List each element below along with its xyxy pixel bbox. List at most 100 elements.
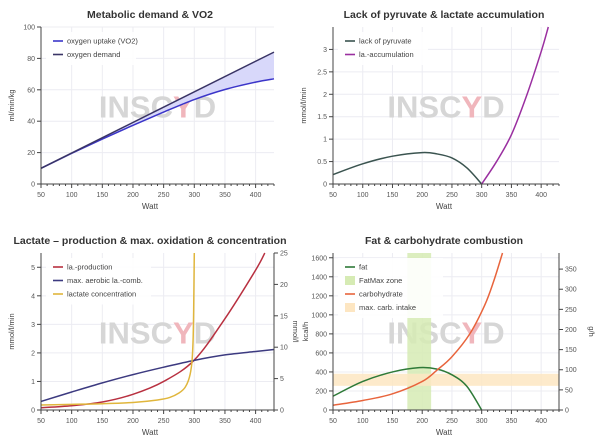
y2-tick-label: 20 <box>280 282 288 289</box>
y-tick-label: 200 <box>315 388 327 395</box>
legend-label: la.-accumulation <box>359 50 414 59</box>
y-axis-label: mmol/l/min <box>299 87 308 123</box>
chart-4: Fat & carbohydrate combustion INSCYD 50 100… <box>301 235 596 437</box>
legend: la.-production max. aerobic la.-comb. lact… <box>46 258 151 305</box>
y2-tick-label: 50 <box>565 387 573 394</box>
x-tick-label: 300 <box>476 192 488 199</box>
y-tick-label: 600 <box>315 350 327 357</box>
x-tick-label: 250 <box>446 192 458 199</box>
legend-box <box>338 258 443 318</box>
y-tick-label: 5 <box>31 265 35 272</box>
chart-title: Metabolic demand & VO2 <box>87 9 213 21</box>
x-tick-label: 400 <box>535 418 547 425</box>
watermark-logo: INSCYD <box>99 90 216 125</box>
y-tick-label: 80 <box>27 56 35 63</box>
x-tick-label: 100 <box>66 418 78 425</box>
y2-tick-label: 25 <box>280 251 288 258</box>
y2-tick-label: 100 <box>565 367 577 374</box>
legend-swatch <box>345 276 355 285</box>
x-tick-label: 300 <box>188 192 200 199</box>
y-tick-label: 4 <box>31 293 35 300</box>
y-tick-label: 3 <box>31 322 35 329</box>
x-tick-label: 150 <box>96 418 108 425</box>
y-tick-label: 0.5 <box>317 159 327 166</box>
y2-tick-label: 0 <box>565 408 569 415</box>
x-tick-label: 400 <box>250 418 262 425</box>
x-tick-label: 200 <box>127 192 139 199</box>
legend-label: carbohydrate <box>359 290 403 299</box>
y-tick-label: 20 <box>27 150 35 157</box>
y2-tick-label: 10 <box>280 345 288 352</box>
x-tick-label: 400 <box>250 192 262 199</box>
chart-title: Lack of pyruvate & lactate accumulation <box>344 9 545 21</box>
y2-axis-label: mmol/l <box>291 320 300 342</box>
x-tick-label: 350 <box>219 192 231 199</box>
legend-label: lactate concentration <box>67 290 136 299</box>
chart-3: Lactate – production & max. oxidation & … <box>7 235 300 437</box>
x-tick-label: 300 <box>188 418 200 425</box>
legend-label: lack of pyruvate <box>359 37 412 46</box>
y-tick-label: 1200 <box>311 293 327 300</box>
y-tick-label: 0 <box>323 182 327 189</box>
legend-label: la.-production <box>67 263 112 272</box>
chart-2: Lack of pyruvate & lactate accumulation I… <box>299 9 560 211</box>
series-line-carbohydrate <box>332 252 504 406</box>
x-axis-label: Watt <box>142 202 159 211</box>
legend-label: oxygen demand <box>67 50 120 59</box>
legend-box <box>338 32 428 65</box>
legend: lack of pyruvate la.-accumulation <box>338 32 428 65</box>
y-axis-label: mmol/l/min <box>7 313 16 349</box>
x-tick-label: 100 <box>66 192 78 199</box>
y-tick-label: 400 <box>315 369 327 376</box>
x-tick-label: 350 <box>506 192 518 199</box>
y-tick-label: 1.5 <box>317 114 327 121</box>
watermark-logo: INSCYD <box>99 316 216 351</box>
watermark-logo: INSCYD <box>387 316 504 351</box>
y-tick-label: 40 <box>27 119 35 126</box>
y-tick-label: 2 <box>31 350 35 357</box>
y-tick-label: 1 <box>323 137 327 144</box>
legend-swatch <box>345 303 355 312</box>
watermark-logo: INSCYD <box>387 90 504 125</box>
x-tick-label: 250 <box>446 418 458 425</box>
series-line-lactate-concentration <box>40 252 196 406</box>
x-tick-label: 50 <box>329 418 337 425</box>
x-axis-label: Watt <box>436 428 453 437</box>
x-tick-label: 250 <box>158 418 170 425</box>
x-tick-label: 350 <box>219 418 231 425</box>
y-tick-label: 1000 <box>311 312 327 319</box>
y-tick-label: 800 <box>315 331 327 338</box>
y2-tick-label: 200 <box>565 327 577 334</box>
y2-tick-label: 15 <box>280 313 288 320</box>
y2-tick-label: 5 <box>280 376 284 383</box>
y-tick-label: 0 <box>323 408 327 415</box>
x-tick-label: 300 <box>476 418 488 425</box>
y-tick-label: 1600 <box>311 255 327 262</box>
x-tick-label: 200 <box>416 418 428 425</box>
series-line-max-aerobic-la-comb- <box>40 348 275 403</box>
x-tick-label: 350 <box>506 418 518 425</box>
y-tick-label: 2 <box>323 92 327 99</box>
x-tick-label: 150 <box>387 192 399 199</box>
y-tick-label: 2.5 <box>317 69 327 76</box>
x-tick-label: 250 <box>158 192 170 199</box>
legend: oxygen uptake (VO2) oxygen demand <box>46 32 138 65</box>
y-axis-label: ml/min/kg <box>7 89 16 121</box>
y2-tick-label: 150 <box>565 347 577 354</box>
series-line-lack-of-pyruvate <box>332 151 483 185</box>
series-line-la-accumulation <box>481 26 550 185</box>
y-tick-label: 60 <box>27 87 35 94</box>
series-line-oxygen-demand <box>40 51 275 169</box>
y2-tick-label: 350 <box>565 267 577 274</box>
series-line-fat <box>332 366 483 411</box>
x-axis-label: Watt <box>436 202 453 211</box>
x-tick-label: 50 <box>37 192 45 199</box>
legend-box <box>46 32 136 65</box>
y2-axis-label: g/h <box>587 326 596 336</box>
x-tick-label: 100 <box>357 418 369 425</box>
y2-tick-label: 300 <box>565 287 577 294</box>
y2-tick-label: 250 <box>565 307 577 314</box>
